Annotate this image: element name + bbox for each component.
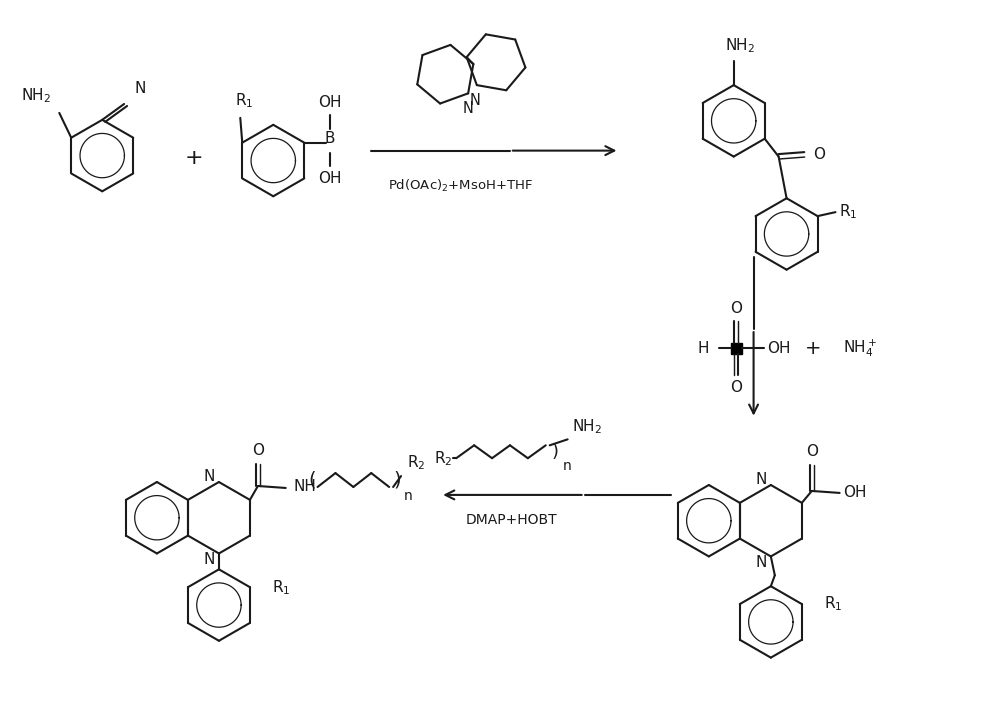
- Text: N: N: [134, 81, 145, 96]
- Text: N: N: [204, 552, 215, 567]
- Text: Pd(OAc)$_2$+MsoH+THF: Pd(OAc)$_2$+MsoH+THF: [388, 177, 533, 193]
- Text: DMAP+HOBT: DMAP+HOBT: [466, 513, 558, 527]
- Text: OH: OH: [844, 486, 867, 501]
- Text: OH: OH: [768, 341, 791, 356]
- Text: N: N: [463, 101, 474, 116]
- Text: R$_1$: R$_1$: [235, 91, 253, 110]
- Bar: [731, 343, 742, 353]
- Text: NH$_2$: NH$_2$: [572, 418, 602, 436]
- Text: N: N: [469, 93, 480, 108]
- Text: H: H: [697, 341, 709, 356]
- Text: OH: OH: [318, 171, 342, 186]
- Text: OH: OH: [318, 95, 342, 110]
- Text: n: n: [404, 489, 413, 503]
- Text: N: N: [204, 468, 215, 483]
- Text: n: n: [563, 459, 571, 473]
- Text: O: O: [252, 443, 264, 458]
- Text: +: +: [805, 338, 822, 358]
- Text: R$_2$: R$_2$: [407, 453, 425, 472]
- Text: R$_1$: R$_1$: [839, 203, 858, 221]
- Text: O: O: [813, 147, 825, 162]
- Text: ): ): [393, 471, 401, 490]
- Text: NH$_2$: NH$_2$: [725, 36, 755, 56]
- Text: N: N: [755, 471, 767, 486]
- Text: R$_1$: R$_1$: [824, 595, 842, 613]
- Text: ): ): [552, 443, 559, 461]
- Text: (: (: [308, 471, 316, 490]
- Text: R$_2$: R$_2$: [434, 449, 452, 468]
- Text: O: O: [730, 381, 742, 396]
- Text: R$_1$: R$_1$: [272, 578, 290, 596]
- Text: O: O: [806, 444, 818, 459]
- Text: NH$_4^+$: NH$_4^+$: [843, 337, 877, 359]
- Text: NH: NH: [294, 480, 317, 495]
- Text: B: B: [325, 131, 335, 146]
- Text: O: O: [730, 301, 742, 316]
- Text: N: N: [755, 555, 767, 570]
- Text: NH$_2$: NH$_2$: [21, 86, 51, 105]
- Text: +: +: [184, 148, 203, 168]
